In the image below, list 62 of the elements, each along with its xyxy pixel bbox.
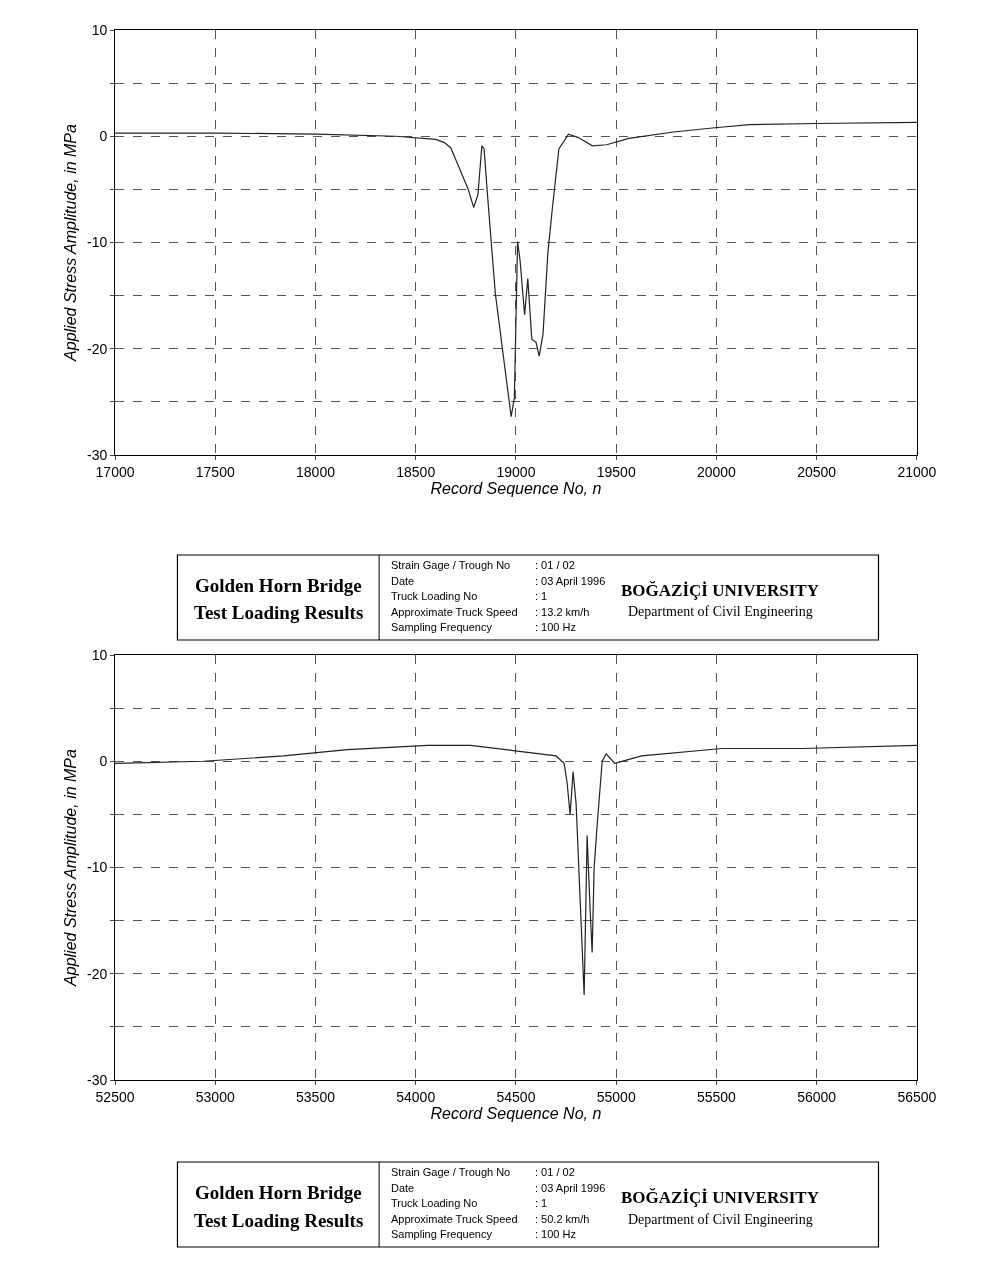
y-tick-label: -10 bbox=[87, 859, 108, 876]
x-tick-label: 20500 bbox=[797, 463, 837, 480]
text: Approximate Truck Speed bbox=[391, 606, 518, 618]
x-tick-label: 55500 bbox=[696, 1088, 737, 1105]
text: : 100 Hz bbox=[535, 621, 576, 633]
x-tick-label: 56000 bbox=[797, 1088, 837, 1105]
text: Date bbox=[391, 575, 415, 587]
y-tick-label: -30 bbox=[87, 446, 108, 463]
text: Sampling Frequency bbox=[391, 1228, 493, 1240]
text: BOĞAZİÇİ UNIVERSITY bbox=[621, 1188, 819, 1207]
text: BOĞAZİÇİ UNIVERSITY bbox=[621, 581, 819, 600]
x-tick-label: 53500 bbox=[296, 1088, 336, 1105]
x-tick-label: 53000 bbox=[195, 1088, 235, 1105]
text: Department of Civil Engineering bbox=[628, 1212, 813, 1227]
text: : 1 bbox=[535, 1197, 548, 1209]
x-tick-label: 55000 bbox=[596, 1088, 636, 1105]
text: : 50.2 km/h bbox=[535, 1213, 590, 1225]
x-tick-label: 54500 bbox=[496, 1088, 536, 1105]
x-tick-label: 19500 bbox=[596, 463, 636, 480]
x-axis-title: Record Sequence No, n bbox=[430, 479, 602, 497]
y-tick-label: 0 bbox=[99, 753, 108, 770]
text: Sampling Frequency bbox=[391, 621, 493, 633]
y-tick-label: 10 bbox=[91, 646, 108, 663]
x-tick-label: 17500 bbox=[195, 463, 235, 480]
y-tick-label: 10 bbox=[91, 21, 108, 38]
line-series bbox=[115, 744, 917, 996]
y-tick-label: 0 bbox=[99, 128, 108, 145]
y-tick-label: -20 bbox=[87, 340, 108, 357]
text: : 13.2 km/h bbox=[535, 606, 590, 618]
text: Approximate Truck Speed bbox=[391, 1213, 518, 1225]
text: Golden Horn Bridge bbox=[195, 575, 362, 596]
x-tick-label: 19000 bbox=[496, 463, 536, 480]
x-axis-title: Record Sequence No, n bbox=[430, 1104, 602, 1122]
text: Strain Gage / Trough No bbox=[391, 1166, 511, 1178]
text: Date bbox=[391, 1182, 415, 1194]
text: : 01 / 02 bbox=[535, 559, 575, 571]
x-tick-label: 54000 bbox=[396, 1088, 436, 1105]
text: Test Loading Results bbox=[194, 602, 364, 623]
y-axis-title: Applied Stress Amplitude, in MPa bbox=[61, 748, 79, 987]
text: : 03 April 1996 bbox=[535, 1182, 606, 1194]
x-tick-label: 17000 bbox=[95, 463, 135, 480]
y-axis-title: Applied Stress Amplitude, in MPa bbox=[61, 123, 79, 362]
text: : 100 Hz bbox=[535, 1228, 576, 1240]
x-tick-label: 52500 bbox=[95, 1088, 135, 1105]
x-tick-label: 21000 bbox=[897, 463, 937, 480]
line-series bbox=[115, 121, 917, 418]
text: Test Loading Results bbox=[194, 1210, 364, 1231]
x-tick-label: 18000 bbox=[296, 463, 336, 480]
text: : 1 bbox=[535, 590, 548, 602]
text: : 01 / 02 bbox=[535, 1166, 575, 1178]
y-tick-label: -30 bbox=[87, 1071, 108, 1088]
x-tick-label: 20000 bbox=[696, 463, 737, 480]
text: Strain Gage / Trough No bbox=[391, 559, 511, 571]
x-tick-label: 18500 bbox=[396, 463, 436, 480]
text: : 03 April 1996 bbox=[535, 575, 606, 587]
x-tick-label: 56500 bbox=[897, 1088, 937, 1105]
text: Department of Civil Engineering bbox=[628, 604, 813, 619]
y-tick-label: -10 bbox=[87, 234, 108, 251]
text: Truck Loading No bbox=[391, 590, 478, 602]
text: Golden Horn Bridge bbox=[195, 1182, 362, 1203]
text: Truck Loading No bbox=[391, 1197, 478, 1209]
y-tick-label: -20 bbox=[87, 965, 108, 982]
